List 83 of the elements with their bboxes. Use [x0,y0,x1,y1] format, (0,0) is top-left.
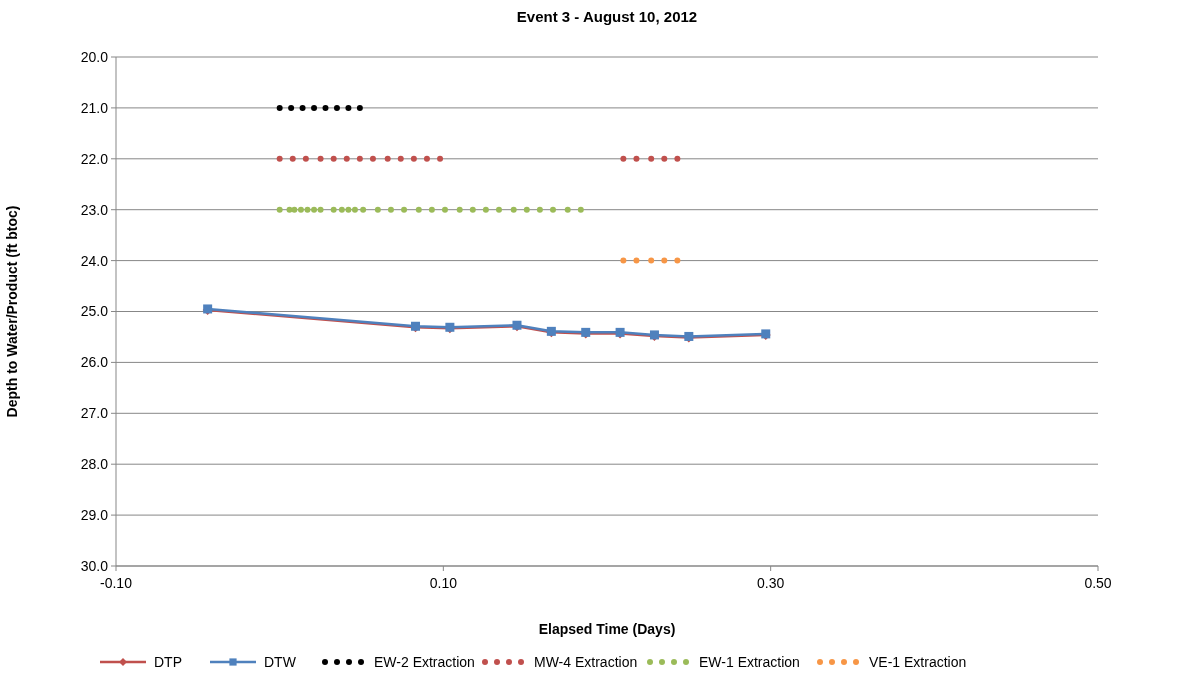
point [369,155,376,162]
point [289,155,296,162]
point [288,104,295,111]
point [437,155,444,162]
point [311,104,318,111]
x-tick-label: 0.50 [1084,575,1112,591]
point [469,206,476,213]
point [276,206,283,213]
point [674,155,681,162]
point [401,206,408,213]
point [345,104,352,111]
point [577,206,584,213]
point [276,104,283,111]
point [510,206,517,213]
point [456,206,463,213]
point [423,155,430,162]
point [661,155,668,162]
y-tick-label: 22.0 [80,150,109,167]
point [291,206,298,213]
y-tick-label: 27.0 [80,405,109,422]
chart-title: Event 3 - August 10, 2012 [516,8,698,25]
point [387,206,394,213]
legend-label: DTW [264,653,297,670]
legend-label: EW-2 Extraction [374,653,475,670]
point [620,257,627,264]
point [384,155,391,162]
y-tick-label: 29.0 [80,507,109,523]
legend-label: DTP [154,653,182,670]
point [674,257,681,264]
point [536,206,543,213]
point [317,155,324,162]
point [299,104,306,111]
legend-label: MW-4 Extraction [534,653,638,670]
point [333,104,340,111]
point [415,206,422,213]
x-axis-title: Elapsed Time (Days) [538,621,676,637]
point [302,155,309,162]
point [304,206,311,213]
point [338,206,345,213]
y-tick-label: 25.0 [80,303,109,320]
x-tick-label: -0.10 [100,575,133,591]
x-tick-label: 0.10 [429,575,458,591]
point [410,155,417,162]
y-tick-label: 30.0 [80,557,109,574]
point [648,257,655,264]
point [317,206,324,213]
point [330,155,337,162]
point [311,206,318,213]
point [397,155,404,162]
point [297,206,304,213]
y-tick-label: 23.0 [80,201,109,218]
y-tick-label: 20.0 [80,48,109,65]
point [482,206,489,213]
y-tick-label: 26.0 [80,354,109,371]
legend-label: VE-1 Extraction [869,653,967,670]
point [322,104,329,111]
point [276,155,283,162]
y-tick-label: 24.0 [80,252,109,269]
point [330,206,337,213]
point [360,206,367,213]
y-tick-label: 28.0 [80,456,109,473]
point [441,206,448,213]
point [564,206,571,213]
point [345,206,352,213]
point [620,155,627,162]
point [356,104,363,111]
point [351,206,358,213]
point [428,206,435,213]
y-tick-label: 21.0 [80,99,109,116]
point [549,206,556,213]
x-tick-label: 0.30 [757,575,785,591]
point [495,206,502,213]
point [286,206,293,213]
point [343,155,350,162]
point [523,206,530,213]
y-axis-title: Depth to Water/Product (ft btoc) [4,205,20,418]
point [374,206,381,213]
point [648,155,655,162]
legend-label: EW-1 Extraction [699,653,800,670]
point [661,257,668,264]
point [633,257,640,264]
point [356,155,363,162]
point [633,155,640,162]
